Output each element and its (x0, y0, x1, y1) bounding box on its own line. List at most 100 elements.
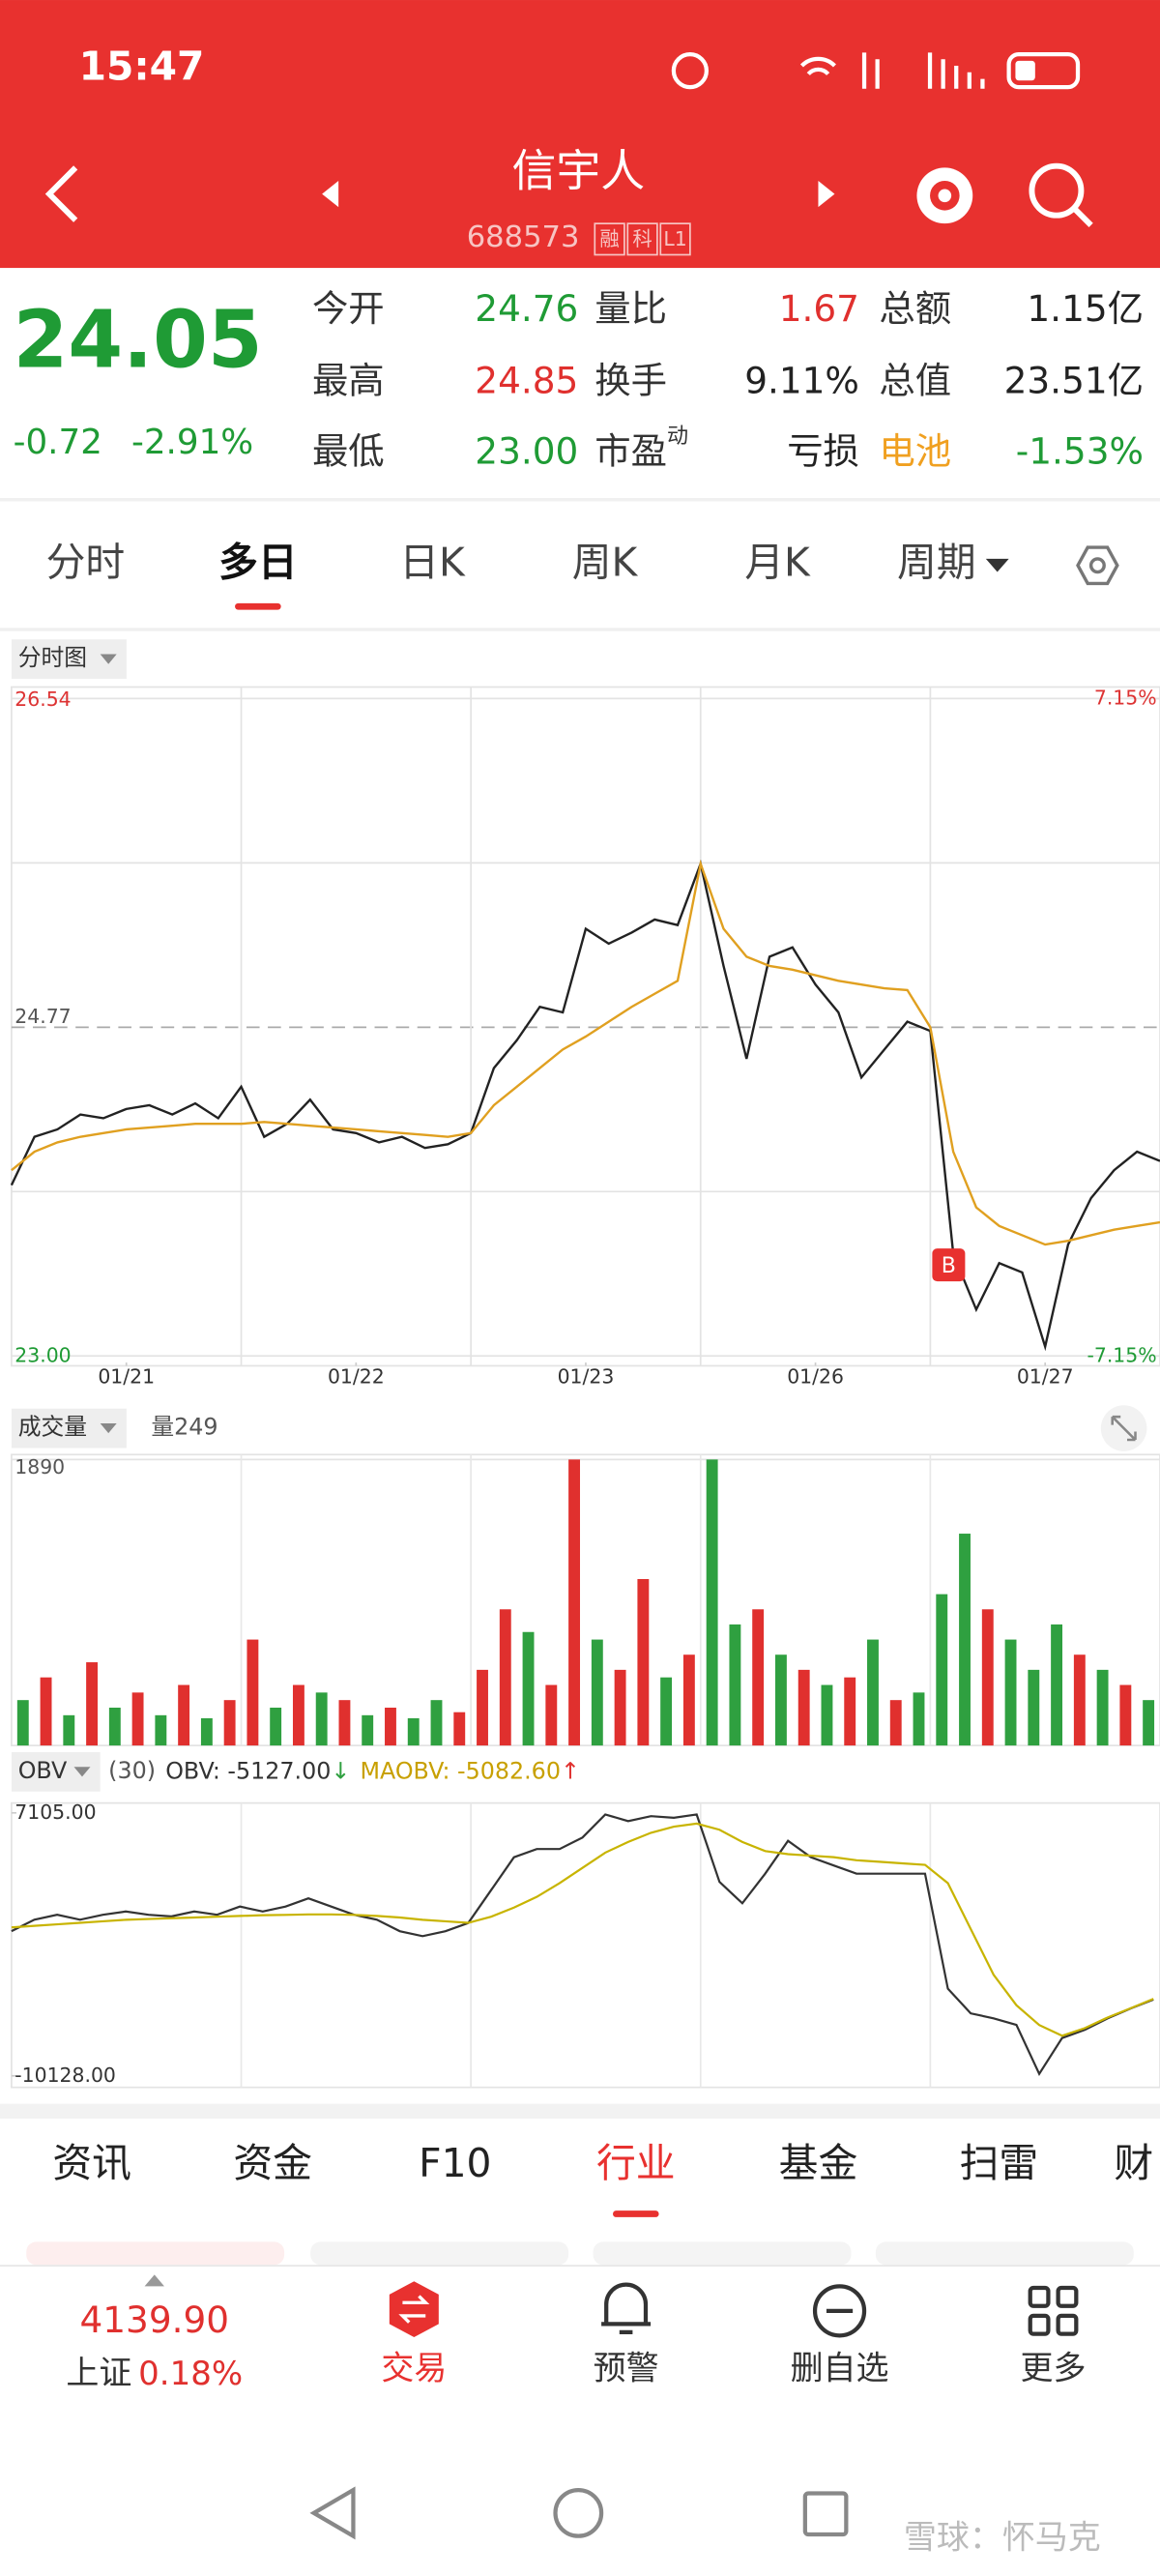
divider (0, 2103, 1160, 2119)
info-tab[interactable]: 行业 (596, 2140, 676, 2186)
volume-bar (1073, 1654, 1086, 1746)
period-tab[interactable]: 周K (572, 540, 639, 586)
chart-label: 成交量 (18, 1414, 87, 1441)
card-stubs (26, 2241, 1134, 2266)
period-tab[interactable]: 月K (744, 540, 811, 586)
volume-bar (385, 1707, 396, 1746)
buy-marker (932, 1248, 966, 1282)
nav-item[interactable]: 更多 (1021, 2350, 1087, 2388)
quote-label: 电池 (879, 430, 951, 473)
volume-bar (1051, 1624, 1063, 1746)
settings-icon[interactable] (1076, 545, 1119, 586)
label-caret (73, 1767, 91, 1777)
stock-code: 688573 (467, 220, 580, 254)
legend-trend: ↓ (331, 1757, 350, 1784)
volume-bar (63, 1714, 75, 1746)
quote-label: 量比 (594, 287, 667, 330)
volume-bar (821, 1684, 833, 1746)
volume-bar (729, 1624, 741, 1746)
period-tab[interactable]: 日K (399, 540, 466, 586)
quote-label: 最低 (312, 430, 385, 473)
info-tab[interactable]: F10 (419, 2140, 491, 2186)
period-tab[interactable]: 周期 (897, 540, 976, 586)
system-nav (309, 2486, 849, 2540)
nav-item[interactable]: 交易 (381, 2350, 447, 2388)
volume-bar (798, 1669, 810, 1746)
more-icon[interactable] (1028, 2285, 1079, 2336)
info-tab[interactable]: 财 (1114, 2140, 1153, 2186)
obv-line (11, 1813, 1154, 2077)
y-tick-label: 26.54 (14, 688, 71, 711)
period-tab[interactable]: 多日 (218, 540, 298, 586)
trade-icon[interactable] (389, 2281, 439, 2338)
index-name[interactable]: 上证 0.18% (66, 2355, 243, 2393)
quote-value: 1.15亿 (1027, 287, 1144, 330)
badge-box (594, 222, 625, 256)
back-button[interactable] (44, 165, 78, 222)
quote-value: -1.53% (1016, 430, 1144, 473)
volume-bar (867, 1639, 879, 1746)
tab-underline (235, 602, 281, 610)
price-change-pct: -2.91% (131, 423, 253, 462)
y-tick-label: 7105.00 (14, 1800, 96, 1824)
nav-item[interactable]: 删自选 (791, 2350, 889, 2388)
volume-bar (913, 1692, 925, 1746)
chart-label: 分时图 (18, 644, 87, 671)
quote-value: 24.76 (475, 287, 578, 330)
quote-value: 23.51亿 (1004, 360, 1144, 402)
period-tab[interactable]: 分时 (46, 540, 126, 586)
label-caret (100, 1422, 117, 1434)
quote-label: 最高 (312, 360, 385, 402)
info-tab[interactable]: 基金 (779, 2140, 858, 2186)
volume-bar (155, 1714, 167, 1746)
volume-bar (270, 1707, 282, 1746)
info-tab[interactable]: 扫雷 (960, 2140, 1039, 2186)
volume-bar (1143, 1700, 1155, 1746)
volume-bar (1119, 1684, 1132, 1746)
volume-bar (200, 1717, 213, 1746)
divider (0, 2265, 1160, 2267)
maobv-line (11, 1822, 1154, 2037)
info-tab[interactable]: 资金 (233, 2140, 312, 2186)
x-tick-label: 01/27 (1017, 1364, 1074, 1388)
volume-bar (499, 1609, 511, 1746)
volume-bar (545, 1684, 558, 1746)
assistant-icon[interactable] (916, 167, 973, 224)
quote-label: 总值 (879, 360, 951, 402)
next-stock[interactable] (818, 180, 835, 208)
volume-bar (1028, 1669, 1040, 1746)
nav-item[interactable]: 预警 (594, 2350, 659, 2388)
price-line (10, 860, 1160, 1352)
quote-value: 9.11% (744, 360, 859, 402)
index-value[interactable]: 4139.90 (79, 2298, 229, 2341)
volume-bar (568, 1459, 581, 1746)
volume-bar (660, 1677, 673, 1746)
volume-bar (40, 1677, 52, 1746)
label-caret (100, 654, 117, 664)
volume-bar (591, 1639, 603, 1746)
index-change: 0.18% (138, 2355, 243, 2393)
obv-legend: (30) OBV: -5127.00↓ MAOBV: -5082.60↑ (108, 1757, 580, 1784)
info-tab[interactable]: 资讯 (52, 2140, 131, 2186)
quote-label: 总额 (879, 287, 951, 330)
volume-bar (223, 1700, 236, 1746)
dropdown-caret (985, 558, 1009, 572)
divider (0, 628, 1160, 631)
volume-bar (362, 1714, 374, 1746)
battery-level (1015, 60, 1035, 81)
volume-bar (407, 1717, 420, 1746)
prev-stock[interactable] (322, 180, 339, 208)
alert-icon[interactable] (601, 2282, 652, 2335)
volume-bar (108, 1707, 121, 1746)
volume-bar (315, 1692, 328, 1746)
divider (0, 498, 1160, 502)
avg-price-line (11, 859, 1160, 1246)
volume-bar (774, 1654, 787, 1746)
volume-bar (131, 1692, 144, 1746)
volume-bar (936, 1594, 948, 1746)
buy-marker-text: B (942, 1253, 956, 1278)
remove-icon[interactable] (812, 2284, 867, 2338)
search-button[interactable] (1029, 162, 1093, 227)
volume-bar (338, 1700, 351, 1746)
